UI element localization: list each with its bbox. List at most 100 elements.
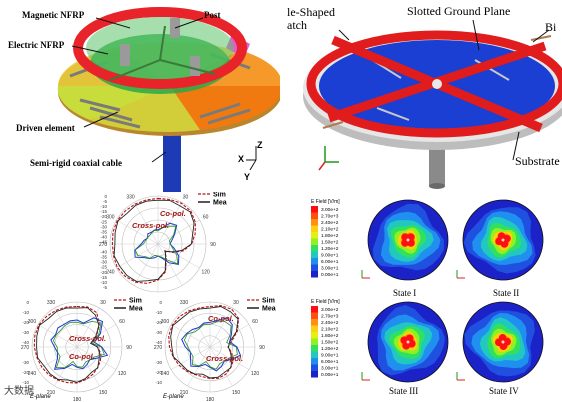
radius-label: -25 — [100, 219, 107, 224]
radius-label: -35 — [100, 255, 107, 260]
colorbar-swatch — [311, 312, 318, 319]
polar-plots-panel: 330 30 300 60 270 90 240 120 0 -5 -10 -15 -20 -25 -30-… — [0, 192, 283, 402]
angle-label: 210 — [47, 390, 56, 396]
radius-label: -30 — [22, 360, 29, 365]
radius-label: -35 — [100, 229, 107, 234]
polar-spoke — [116, 219, 159, 245]
coax-label: Semi-rigid coaxial cable — [30, 158, 122, 168]
angle-label: 90 — [210, 242, 216, 248]
efield-map-2 — [462, 199, 544, 281]
colorbar-swatch — [311, 264, 318, 271]
angle-label: 30 — [100, 300, 106, 306]
magnetic-nfrp-label: Magnetic NFRP — [22, 10, 85, 20]
polar-spoke — [54, 307, 78, 348]
co-pol-mea — [36, 307, 100, 383]
angle-label: 240 — [161, 371, 170, 377]
polar-spoke — [157, 219, 200, 245]
post-label: Post — [204, 10, 221, 20]
colorbar-tick: 9.00e+1 — [321, 353, 339, 359]
colorbar-swatch — [311, 358, 318, 365]
radius-label: -20 — [100, 214, 107, 219]
radius-label: 0 — [159, 300, 162, 305]
polar-spoke — [76, 346, 100, 387]
colorbar-swatch — [311, 319, 318, 326]
angle-label: 300 — [161, 319, 170, 325]
substrate-diagram-panel: le-Shaped atch Slotted Ground Plane Bi S… — [283, 0, 562, 192]
colorbar-tick: 1.50e+2 — [321, 340, 339, 346]
colorbar-swatch — [311, 325, 318, 332]
state-label-1: State I — [393, 288, 417, 298]
colorbar-tick: 1.20e+2 — [321, 246, 339, 252]
electric-nfrp-label: Electric NFRP — [8, 40, 65, 50]
driven-element-label: Driven element — [16, 123, 75, 133]
co-pol-sim — [33, 305, 102, 384]
efield-panel: E Field [V/m] 3.00e+2 2.70e+3 2.40e+2 2.10e+… — [283, 192, 562, 402]
bias-label: Bi — [545, 20, 557, 34]
colorbar-swatch — [311, 212, 318, 219]
state-label-3: State III — [389, 386, 419, 396]
colorbar-swatch — [311, 332, 318, 339]
colorbar-swatch — [311, 306, 318, 313]
angle-label: 150 — [232, 390, 241, 396]
radius-label: -40 — [100, 250, 107, 255]
radius-label: -5 — [103, 199, 107, 204]
co-pol-sim — [111, 197, 196, 284]
radius-label: -20 — [22, 370, 29, 375]
angle-label: 330 — [180, 300, 189, 306]
angle-label: 120 — [201, 270, 210, 276]
watermark: 大数据 — [4, 386, 34, 397]
plane-label: E-plane — [30, 394, 51, 400]
polar-spoke — [170, 324, 211, 348]
polar-spoke — [209, 307, 233, 348]
antenna-diagram-panel: Z X Y Magnetic NFRP Post Electric NFRP D… — [0, 0, 280, 192]
colorbar-swatch — [311, 345, 318, 352]
state-label-2: State II — [493, 288, 520, 298]
colorbar: E Field [V/m] 3.00e+22.70e+32.40e+22.10e+… — [311, 199, 340, 278]
colorbar-swatch — [311, 338, 318, 345]
angle-label: 120 — [251, 371, 260, 377]
colorbar-swatch — [311, 371, 318, 378]
axis-z-label: Z — [257, 140, 263, 150]
radius-label: -30 — [155, 330, 162, 335]
radius-label: -5 — [103, 285, 107, 290]
colorbar-swatch — [311, 219, 318, 226]
colorbar-tick: 2.70e+3 — [321, 214, 339, 220]
co-pol-mea — [170, 306, 239, 379]
plane-label: E-plane — [163, 394, 184, 400]
ground-plane-label: Slotted Ground Plane — [407, 4, 511, 18]
radius-label: -45 — [100, 239, 107, 244]
colorbar-swatch — [311, 258, 318, 265]
colorbar-tick: 0.00e+1 — [321, 272, 339, 278]
axis-y-label: Y — [244, 172, 250, 182]
radius-label: -10 — [155, 380, 162, 385]
angle-label: 300 — [106, 215, 115, 221]
colorbar-tick: 3.00e+1 — [321, 266, 339, 272]
radius-label: -30 — [100, 224, 107, 229]
radius-label: -10 — [22, 380, 29, 385]
magnetic-ring — [73, 7, 247, 89]
coax-cable — [163, 130, 181, 192]
colorbar-tick: 1.50e+2 — [321, 240, 339, 246]
angle-label: 60 — [119, 319, 125, 325]
substrate-label: Substrate — [515, 154, 560, 168]
angle-label: 330 — [47, 300, 56, 306]
legend-sim: Sim — [129, 298, 142, 305]
radius-label: -15 — [100, 209, 107, 214]
cross-pol-sim — [181, 317, 242, 372]
angle-label: 30 — [233, 300, 239, 306]
pol-label: Cross-pol. — [132, 221, 169, 230]
angle-label: 330 — [126, 194, 135, 200]
angle-label: 120 — [118, 371, 127, 377]
radius-label: -30 — [100, 260, 107, 265]
colorbar-title: E Field [V/m] — [311, 199, 340, 205]
colorbar-tick: 3.00e+2 — [321, 207, 339, 213]
angle-label: 240 — [28, 371, 37, 377]
radius-label: -40 — [22, 340, 29, 345]
angle-label: 300 — [28, 319, 37, 325]
polar-plot-2: 330 30 300 60 270 90 240 120 210 150 180 0 -10 -20 -30… — [21, 298, 143, 402]
radius-label: -20 — [155, 370, 162, 375]
colorbar-swatch — [311, 225, 318, 232]
colorbar-swatch — [311, 238, 318, 245]
patch-ring — [306, 30, 562, 138]
pol-label: Co-pol. — [69, 352, 95, 361]
